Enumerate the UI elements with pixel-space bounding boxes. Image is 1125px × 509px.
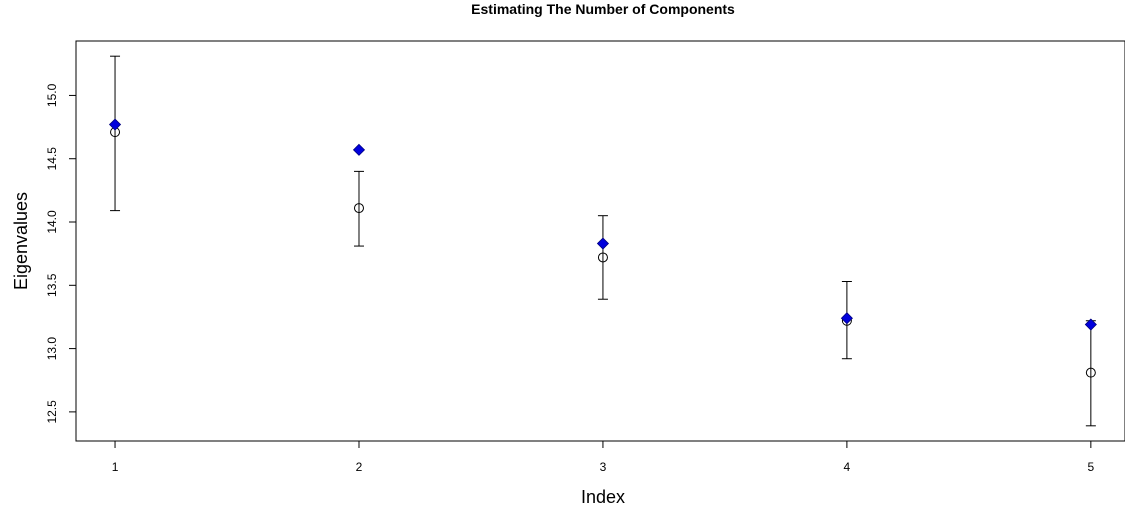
x-axis-label: Index bbox=[581, 487, 625, 507]
y-tick-label: 12.5 bbox=[45, 400, 59, 424]
y-tick-label: 14.5 bbox=[45, 147, 59, 171]
x-tick-label: 1 bbox=[112, 460, 119, 474]
y-tick-label: 14.0 bbox=[45, 210, 59, 234]
x-tick-label: 3 bbox=[600, 460, 607, 474]
y-axis-label: Eigenvalues bbox=[11, 192, 31, 290]
x-tick-label: 4 bbox=[844, 460, 851, 474]
x-tick-label: 5 bbox=[1088, 460, 1095, 474]
y-tick-label: 13.0 bbox=[45, 337, 59, 361]
y-tick-label: 15.0 bbox=[45, 83, 59, 107]
chart-title: Estimating The Number of Components bbox=[471, 1, 735, 17]
y-tick-label: 13.5 bbox=[45, 273, 59, 297]
observed-point bbox=[353, 144, 364, 155]
observed-point bbox=[597, 238, 608, 249]
x-tick-label: 2 bbox=[356, 460, 363, 474]
y-axis: 12.5 13.0 13.5 14.0 14.5 15.0 bbox=[45, 83, 76, 423]
observed-point bbox=[110, 119, 121, 130]
x-axis: 1 2 3 4 5 bbox=[112, 441, 1095, 474]
